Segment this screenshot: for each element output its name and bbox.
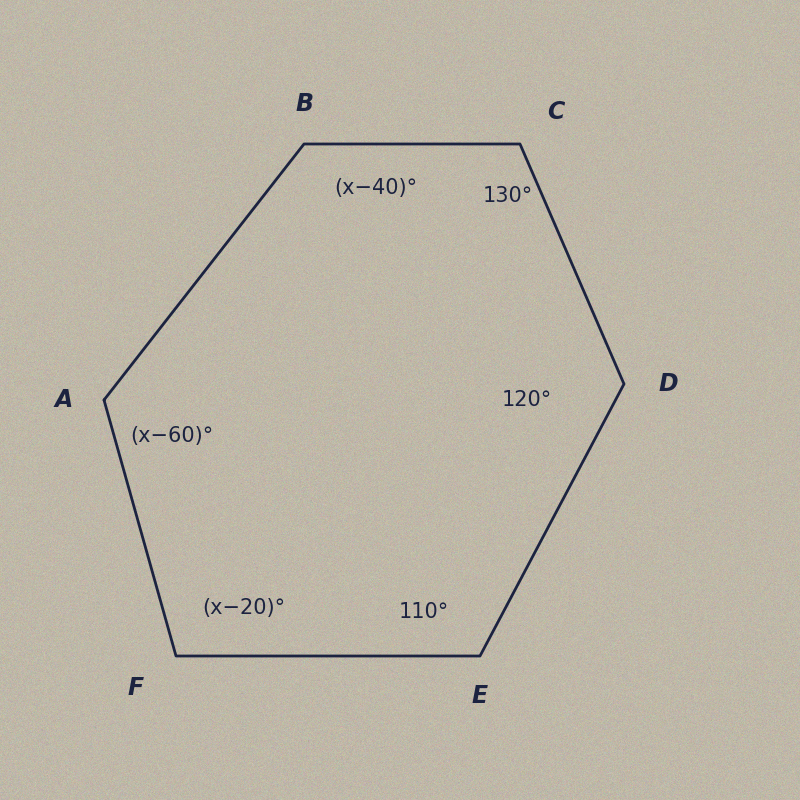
Text: 120°: 120° bbox=[502, 390, 552, 410]
Text: 110°: 110° bbox=[399, 602, 449, 622]
Text: (x−40)°: (x−40)° bbox=[334, 178, 418, 198]
Text: B: B bbox=[295, 92, 313, 116]
Text: D: D bbox=[658, 372, 678, 396]
Text: C: C bbox=[547, 100, 565, 124]
Text: 130°: 130° bbox=[483, 186, 533, 206]
Text: (x−20)°: (x−20)° bbox=[202, 598, 286, 618]
Text: F: F bbox=[128, 676, 144, 700]
Text: A: A bbox=[55, 388, 73, 412]
Text: E: E bbox=[472, 684, 488, 708]
Text: (x−60)°: (x−60)° bbox=[130, 426, 214, 446]
